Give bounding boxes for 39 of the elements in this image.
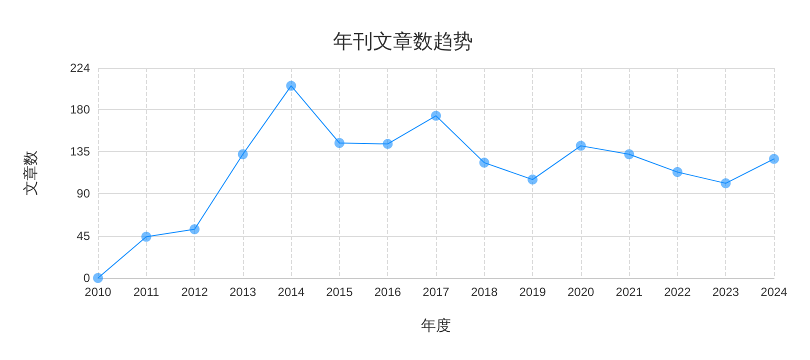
x-tick-label: 2013 bbox=[230, 285, 257, 299]
y-tick-label: 135 bbox=[70, 144, 90, 158]
y-tick-label: 45 bbox=[76, 228, 90, 243]
point bbox=[334, 138, 344, 148]
x-tick-label: 2011 bbox=[133, 285, 160, 299]
point bbox=[479, 158, 490, 168]
point bbox=[141, 232, 152, 242]
x-tick-label: 2020 bbox=[568, 285, 595, 299]
point bbox=[93, 273, 103, 283]
point bbox=[190, 224, 200, 234]
point bbox=[576, 140, 586, 151]
x-tick-label: 2014 bbox=[278, 285, 305, 299]
x-tick-label: 2022 bbox=[664, 285, 692, 299]
x-tick-label: 2012 bbox=[181, 285, 208, 299]
point bbox=[528, 174, 538, 185]
x-tick-label: 2021 bbox=[616, 285, 643, 299]
point bbox=[624, 149, 634, 160]
x-axis-title: 年度 bbox=[421, 316, 451, 334]
x-tick-label: 2015 bbox=[326, 285, 354, 299]
x-tick-label: 2023 bbox=[712, 285, 740, 299]
point bbox=[769, 154, 779, 164]
point bbox=[720, 178, 731, 188]
x-tick-label: 2018 bbox=[470, 285, 498, 299]
x-tick-label: 2019 bbox=[519, 285, 546, 299]
point bbox=[431, 110, 441, 121]
x-tick-label: 2024 bbox=[760, 285, 788, 299]
x-tick-label: 2016 bbox=[374, 285, 402, 299]
y-tick-label: 0 bbox=[83, 271, 90, 285]
y-axis-title: 文章数 bbox=[22, 150, 40, 196]
point bbox=[672, 167, 682, 178]
x-tick-label: 2017 bbox=[422, 285, 450, 299]
chart-title: 年刊文章数趋势 bbox=[333, 29, 473, 53]
point bbox=[382, 138, 393, 149]
point bbox=[286, 80, 296, 91]
x-tick-label: 2010 bbox=[84, 285, 112, 299]
y-tick-label: 90 bbox=[76, 186, 90, 201]
point bbox=[238, 149, 248, 160]
y-tick-label: 224 bbox=[70, 61, 90, 75]
y-tick-label: 180 bbox=[70, 102, 90, 116]
